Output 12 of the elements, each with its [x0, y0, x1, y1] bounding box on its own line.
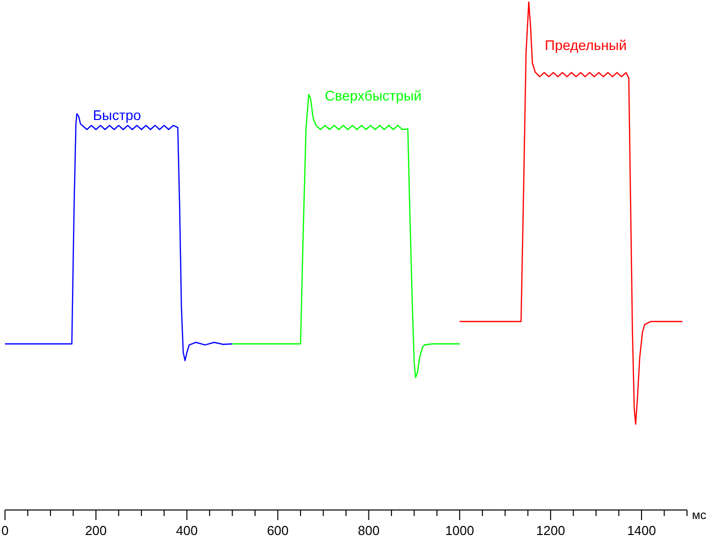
x-tick-label: 0	[1, 523, 9, 538]
x-tick-label: 1400	[627, 523, 656, 538]
series-label: Предельный	[544, 37, 627, 53]
x-tick-label: 200	[85, 523, 107, 538]
series-label: Быстро	[92, 106, 142, 123]
x-tick-label: 1000	[445, 523, 474, 538]
x-tick-label: 600	[266, 523, 289, 538]
x-tick-label: 400	[176, 523, 198, 538]
series-label: Сверхбыстрый	[324, 87, 422, 104]
x-tick-label: 1200	[536, 523, 566, 538]
x-axis-title: мс	[692, 508, 706, 522]
x-tick-label: 800	[358, 523, 380, 538]
